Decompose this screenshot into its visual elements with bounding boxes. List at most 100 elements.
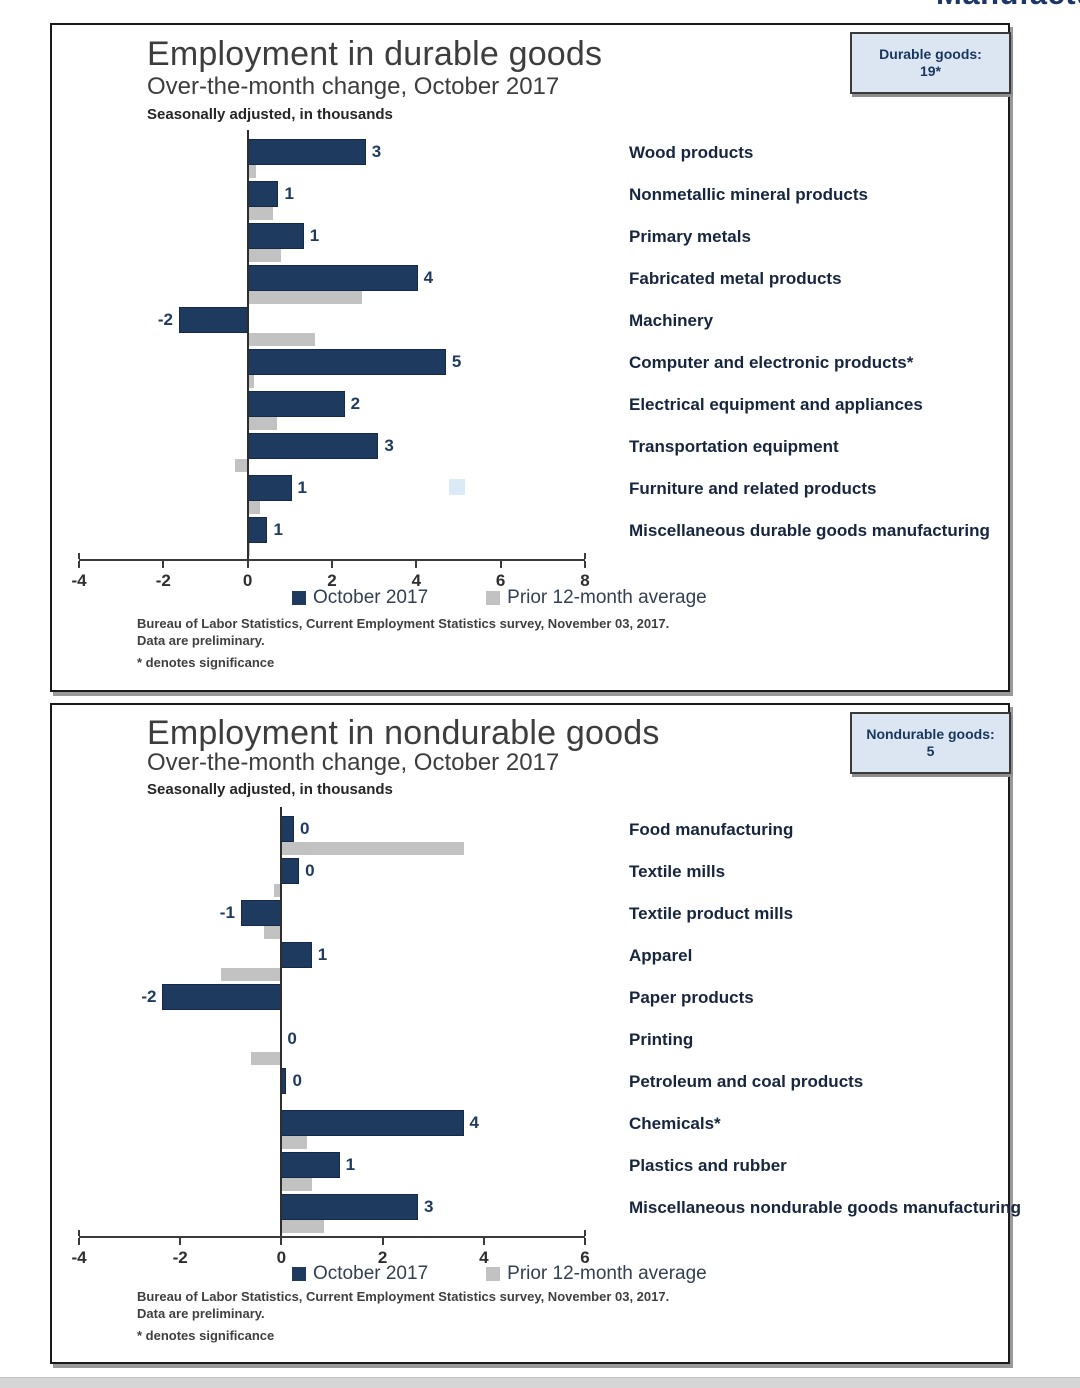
summary-label: Nondurable goods: [866, 725, 995, 742]
x-axis-endcap [584, 1230, 586, 1236]
plot-area: 3 1 1 4 -2 5 2 3 1 1 -4 -2 0 2 4 6 8 [71, 130, 590, 590]
prior-average-swatch-icon [486, 591, 501, 605]
bar-value-label: -1 [219, 903, 235, 922]
prior-average-bar [247, 207, 273, 220]
footnote-preliminary: Data are preliminary. [137, 633, 265, 648]
bar-value-label: 0 [300, 819, 310, 838]
bar-value-label: 1 [317, 945, 328, 964]
nondurable-goods-summary-box: Nondurable goods: 5 [850, 712, 1011, 774]
legend-label: Prior 12-month average [507, 587, 707, 608]
prior-average-bar [263, 926, 282, 939]
category-label: Textile mills [629, 862, 726, 881]
october-bar [281, 816, 295, 842]
legend: October 2017 Prior 12-month average [292, 587, 707, 609]
prior-average-bar [220, 968, 282, 981]
x-tick-label: 2 [327, 571, 337, 590]
bar-value-label: 0 [305, 861, 315, 880]
category-label: Nonmetallic mineral products [629, 185, 868, 204]
prior-average-bar [247, 249, 282, 262]
footnote-source: Bureau of Labor Statistics, Current Empl… [137, 616, 670, 631]
x-axis-endcap [78, 1230, 80, 1236]
category-label: Textile product mills [629, 904, 794, 923]
bar-value-label: 5 [451, 352, 462, 371]
x-axis-endcap [584, 553, 586, 559]
x-tick [584, 1238, 586, 1245]
category-label: Furniture and related products [629, 479, 877, 498]
footnote-significance: * denotes significance [137, 1328, 275, 1343]
category-label: Miscellaneous durable goods manufacturin… [629, 521, 990, 540]
zero-line [246, 130, 249, 561]
category-label: Machinery [629, 311, 714, 330]
page-bottom-band [0, 1377, 1080, 1388]
durable-goods-chart-panel: Employment in durable goods Over-the-mon… [50, 23, 1011, 692]
nondurable-goods-chart-panel: Employment in nondurable goods Over-the-… [50, 703, 1021, 1364]
category-label: Petroleum and coal products [629, 1072, 864, 1091]
prior-average-bar [281, 842, 464, 855]
x-tick-label: 0 [242, 571, 253, 590]
october-bar [247, 517, 268, 543]
x-tick [482, 1238, 485, 1245]
legend-item-october: October 2017 [292, 1263, 428, 1285]
x-tick [584, 561, 586, 568]
x-tick-label: -2 [172, 1248, 188, 1267]
bar-value-label: 1 [309, 226, 320, 245]
x-tick [331, 561, 333, 568]
summary-label: Durable goods: [879, 45, 982, 62]
category-label: Food manufacturing [629, 820, 794, 839]
october-bar [247, 181, 279, 207]
x-tick-label: 0 [276, 1248, 287, 1267]
prior-average-bar [247, 333, 316, 346]
bar-value-label: 2 [350, 394, 361, 413]
bar-value-label: 3 [424, 1197, 434, 1216]
bar-value-label: 4 [469, 1113, 480, 1132]
legend-item-prior: Prior 12-month average [486, 587, 707, 609]
october-bar [247, 265, 418, 291]
bar-value-label: 1 [284, 184, 294, 203]
bar-value-label: 0 [292, 1071, 302, 1090]
prior-average-bar [251, 1052, 282, 1065]
x-tick [381, 1238, 384, 1245]
prior-average-bar [247, 501, 261, 514]
x-tick-label: 2 [377, 1248, 388, 1267]
category-label: Computer and electronic products* [629, 353, 914, 372]
footnote-significance: * denotes significance [137, 655, 275, 670]
summary-value: 19* [919, 63, 942, 79]
category-label: Plastics and rubber [629, 1156, 787, 1175]
footnotes: Bureau of Labor Statistics, Current Empl… [137, 615, 669, 671]
x-tick [179, 1238, 182, 1245]
legend-label: October 2017 [313, 1263, 429, 1284]
x-tick [415, 561, 418, 568]
october-bar [281, 858, 300, 884]
category-label: Miscellaneous nondurable goods manufactu… [629, 1198, 1021, 1217]
october-bar [281, 942, 312, 968]
plot-area: 0 0 -1 1 -2 0 0 4 1 3 -4 -2 0 2 4 6 [71, 807, 590, 1267]
chart-note: Seasonally adjusted, in thousands [147, 106, 393, 123]
prior-average-bar [247, 543, 250, 556]
category-label: Apparel [629, 946, 693, 965]
category-label: Fabricated metal products [629, 269, 842, 288]
x-tick [499, 561, 502, 568]
legend-label: Prior 12-month average [507, 1263, 707, 1284]
category-label: Paper products [629, 988, 754, 1007]
prior-average-bar [281, 1136, 307, 1149]
x-axis [79, 1236, 585, 1238]
october-bar [247, 349, 446, 375]
category-label: Transportation equipment [629, 437, 839, 456]
october-bar [247, 391, 345, 417]
x-tick-label: 8 [580, 571, 590, 590]
x-tick-label: -2 [155, 571, 171, 590]
x-tick-label: 4 [411, 571, 422, 590]
footnote-preliminary: Data are preliminary. [137, 1306, 265, 1321]
october-bar [247, 139, 366, 165]
october-swatch-icon [292, 591, 306, 605]
legend-label: October 2017 [313, 587, 429, 608]
category-label: Printing [629, 1030, 694, 1049]
october-bar [162, 984, 282, 1010]
chart-title: Employment in durable goods [147, 35, 603, 73]
x-tick [78, 561, 80, 568]
category-label: Wood products [629, 143, 754, 162]
october-bar [247, 433, 379, 459]
x-tick-label: 4 [479, 1248, 489, 1267]
footnote-source: Bureau of Labor Statistics, Current Empl… [137, 1289, 670, 1304]
